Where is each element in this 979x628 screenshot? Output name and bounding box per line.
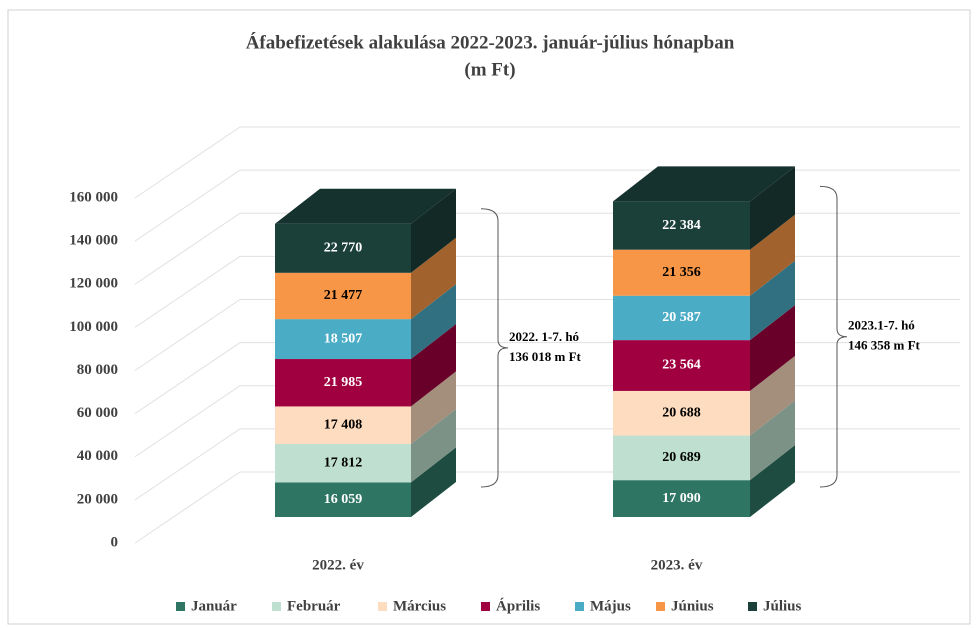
annotation: 2022. 1-7. hó [509,329,579,344]
bar-side [411,188,456,273]
y-tick-label: 20 000 [77,491,118,507]
data-label: 21 985 [324,375,363,390]
bracket [819,185,848,488]
y-tick-label: 40 000 [77,448,118,464]
bar-segment [613,295,750,341]
legend-swatch [656,602,665,611]
legend-label: Június [671,598,714,614]
bar-side [750,214,795,296]
bar-top [275,188,456,224]
bar-segment [275,272,411,320]
bar-segment [613,249,750,296]
legend-label: Április [496,597,540,614]
legend-label: Július [763,598,802,614]
chart-border [7,9,971,625]
data-label: 16 059 [324,492,363,507]
data-label: 20 688 [662,405,701,420]
y-tick-label: 0 [111,534,119,550]
bar-side [750,305,795,391]
data-label: 18 507 [324,331,363,346]
annotation: 136 018 m Ft [509,349,582,364]
data-label: 22 384 [662,218,701,233]
bar-segment [275,223,411,273]
chart-subtitle: (m Ft) [464,59,515,80]
bar-segment [275,359,411,407]
legend-label: Március [393,598,446,614]
y-tick-label: 120 000 [69,276,118,292]
bracket [480,208,509,488]
bar-side [750,355,795,436]
data-label: 23 564 [662,358,701,373]
bar-side [411,284,456,360]
bar-segment [613,201,750,250]
bar-segment [275,443,411,483]
bar-segment [613,480,750,517]
y-tick-label: 140 000 [69,233,118,249]
legend-swatch [272,602,281,611]
data-label: 17 812 [324,455,363,470]
legend-label: Január [191,598,237,614]
bar-side [750,400,795,481]
legend-swatch [176,602,185,611]
data-label: 17 090 [662,491,701,506]
bar-side [411,447,456,517]
y-tick-label: 60 000 [77,405,118,421]
data-label: 20 689 [662,450,701,465]
x-tick-label: 2022. év [312,557,364,573]
data-label: 21 356 [662,265,701,280]
bar-segment [275,406,411,444]
bar-segment [613,435,750,481]
bar-side [411,237,456,320]
x-tick-label: 2023. év [651,557,703,573]
bar-side [411,408,456,483]
legend-swatch [575,602,584,611]
legend-swatch [481,602,490,611]
legend-label: Február [287,598,341,614]
y-tick-label: 80 000 [77,362,118,378]
bar-segment [613,340,750,391]
bar-segment [613,390,750,436]
bar-side [750,166,795,250]
legend-swatch [748,602,757,611]
bar-segment [275,482,411,517]
bar-side [411,324,456,407]
legend-swatch [378,602,387,611]
chart-title: Áfabefizetések alakulása 2022-2023. janu… [246,31,735,53]
bar-top [613,166,795,202]
grid-line [134,126,960,199]
data-label: 17 408 [324,417,363,432]
bar-side [750,260,795,341]
annotation: 146 358 m Ft [848,338,921,353]
data-label: 21 477 [324,288,363,303]
y-tick-label: 100 000 [69,319,118,335]
data-label: 22 770 [324,240,363,255]
bar-side [411,371,456,444]
bar-segment [275,319,411,360]
y-tick-label: 160 000 [69,189,118,205]
data-label: 20 587 [662,310,701,325]
legend-label: Május [590,598,631,614]
annotation: 2023.1-7. hó [848,318,915,333]
bar-side [750,445,795,517]
